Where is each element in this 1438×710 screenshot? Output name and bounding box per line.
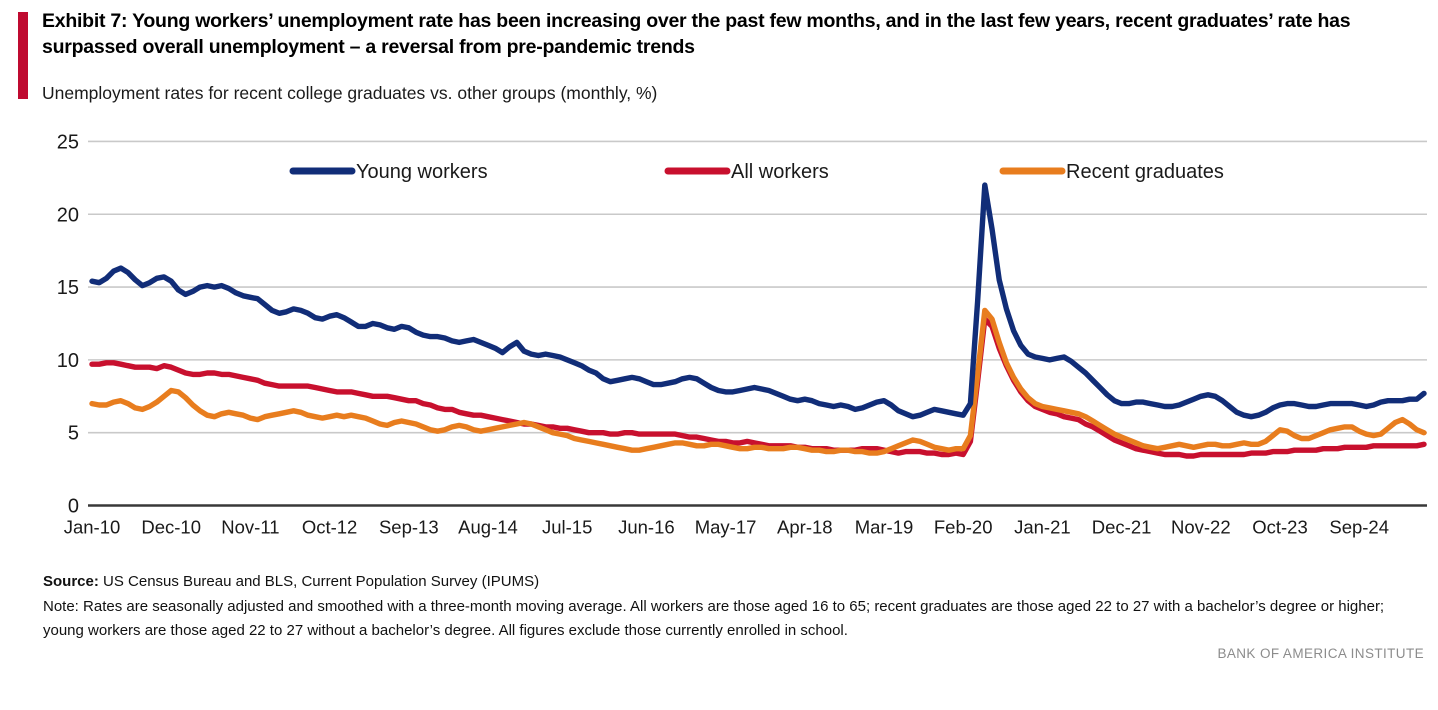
y-tick-label: 20 <box>57 204 79 226</box>
y-tick-label: 25 <box>57 131 79 153</box>
x-tick-label: Nov-11 <box>221 517 279 538</box>
x-tick-label: Dec-10 <box>141 517 201 538</box>
x-tick-label: May-17 <box>695 517 757 538</box>
y-tick-label: 0 <box>68 496 79 518</box>
x-tick-label: Aug-14 <box>458 517 518 538</box>
source-label: Source: <box>43 573 99 590</box>
legend-label: Recent graduates <box>1066 161 1224 183</box>
x-tick-label: Oct-23 <box>1252 517 1308 538</box>
x-tick-label: Sep-13 <box>379 517 439 538</box>
exhibit-title: Exhibit 7: Young workers’ unemployment r… <box>42 10 1351 58</box>
institute-branding: BANK OF AMERICA INSTITUTE <box>1217 646 1424 661</box>
x-tick-label: Jul-15 <box>542 517 592 538</box>
x-tick-label: Feb-20 <box>934 517 993 538</box>
legend-label: All workers <box>731 161 829 183</box>
y-tick-label: 15 <box>57 277 79 299</box>
y-axis-labels: 0 5 10 15 20 25 <box>57 131 79 517</box>
legend-item-young-workers: Young workers <box>289 161 488 183</box>
series-line-all-workers <box>89 316 1427 459</box>
y-tick-label: 5 <box>68 423 79 445</box>
x-tick-label: Jan-21 <box>1014 517 1071 538</box>
series-lines <box>89 182 1427 459</box>
x-tick-label: Mar-19 <box>855 517 914 538</box>
legend-item-recent-graduates: Recent graduates <box>999 161 1224 183</box>
y-tick-label: 10 <box>57 350 79 372</box>
source-text: US Census Bureau and BLS, Current Popula… <box>98 573 540 590</box>
grid-lines <box>88 140 1427 507</box>
source-line: Source: US Census Bureau and BLS, Curren… <box>43 571 1428 593</box>
x-axis-labels: Jan-10 Dec-10 Nov-11 Oct-12 Sep-13 Aug-14 Jul-… <box>64 517 1389 538</box>
x-tick-label: Apr-18 <box>777 517 833 538</box>
legend-item-all-workers: All workers <box>664 161 829 183</box>
unemployment-line-chart: 0 5 10 15 20 25 Jan-10 Dec-10 Nov-11 Oct-12 Sep-13… <box>57 131 1427 538</box>
x-tick-label: Oct-12 <box>302 517 358 538</box>
x-tick-label: Nov-22 <box>1171 517 1231 538</box>
chart-legend: Young workers All workers Recent graduates <box>289 161 1224 183</box>
note-text: Note: Rates are seasonally adjusted and … <box>43 598 1385 639</box>
legend-label: Young workers <box>356 161 488 183</box>
chart-subtitle: Unemployment rates for recent college gr… <box>42 83 658 103</box>
x-tick-label: Jan-10 <box>64 517 121 538</box>
x-tick-label: Dec-21 <box>1092 517 1152 538</box>
x-tick-label: Sep-24 <box>1329 517 1389 538</box>
x-tick-label: Jun-16 <box>618 517 675 538</box>
series-line-recent-graduates <box>89 307 1427 456</box>
exhibit-accent-bar <box>18 12 28 99</box>
series-line-young-workers <box>89 182 1427 420</box>
